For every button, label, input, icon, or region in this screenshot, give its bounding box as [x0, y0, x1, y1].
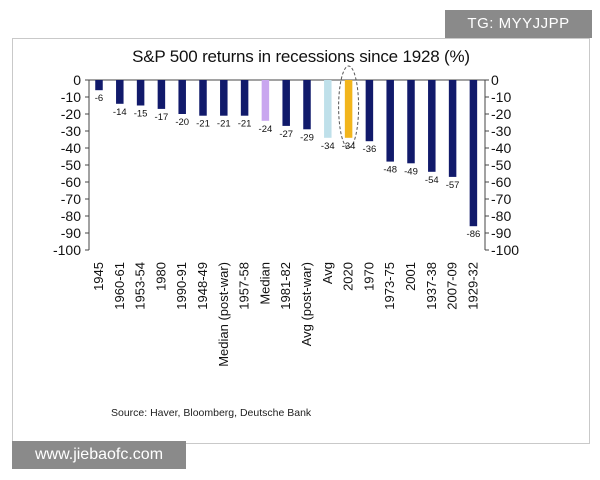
bar: [220, 80, 228, 116]
y-tick-label-right: -90: [491, 225, 511, 241]
chart-title: S&P 500 returns in recessions since 1928…: [132, 47, 470, 66]
bar-value-label: -29: [300, 132, 314, 143]
bar: [178, 80, 186, 114]
bar-value-label: -15: [134, 109, 148, 120]
y-tick-label-left: -80: [61, 208, 81, 224]
bar: [261, 80, 270, 121]
bar: [386, 80, 394, 162]
category-label: 1970: [361, 262, 376, 291]
category-label: 1929-32: [465, 262, 480, 310]
bar: [428, 80, 436, 172]
y-tick-label-right: -10: [491, 89, 511, 105]
highlight-ring: [338, 65, 360, 149]
bar: [344, 80, 353, 138]
bar-value-label: -48: [383, 165, 397, 176]
watermark-top: TG: MYYJJPP: [445, 10, 592, 38]
category-label: Median: [257, 262, 272, 305]
chart-frame: S&P 500 returns in recessions since 1928…: [12, 38, 590, 444]
y-tick-label-right: -80: [491, 208, 511, 224]
y-tick-label-left: -10: [61, 89, 81, 105]
y-tick-label-left: -20: [61, 106, 81, 122]
y-tick-label-left: -60: [61, 174, 81, 190]
bar: [136, 80, 145, 106]
y-tick-label-left: -100: [53, 242, 81, 258]
y-tick-label-right: -20: [491, 106, 511, 122]
y-tick-label-left: -70: [61, 191, 81, 207]
category-label: 1980: [153, 262, 168, 291]
bar-value-label: -6: [95, 93, 103, 104]
bar: [240, 80, 249, 116]
category-label: 2020: [341, 262, 356, 291]
bar: [95, 80, 103, 91]
category-label: Avg: [320, 262, 335, 284]
bar-value-label: -54: [425, 175, 439, 186]
bar-value-label: -86: [467, 229, 481, 240]
category-label: 1973-75: [382, 262, 397, 310]
category-label: Avg (post-war): [299, 262, 314, 346]
bar: [448, 80, 457, 177]
y-tick-label-left: -50: [61, 157, 81, 173]
bar: [469, 80, 478, 227]
y-tick-label-right: -30: [491, 123, 511, 139]
category-label: Median (post-war): [216, 262, 231, 367]
category-label: 1953-54: [133, 262, 148, 310]
category-label: 2001: [403, 262, 418, 291]
bar-value-label: -20: [175, 117, 189, 128]
y-tick-label-right: -60: [491, 174, 511, 190]
watermark-bottom: www.jiebaofc.com: [12, 441, 186, 469]
bar-value-label: -24: [259, 124, 273, 135]
bar: [199, 80, 207, 116]
y-tick-label-left: -90: [61, 225, 81, 241]
bar: [365, 80, 374, 142]
bar: [282, 80, 290, 126]
bar-value-label: -27: [279, 129, 293, 140]
category-label: 1957-58: [237, 262, 252, 310]
bar-value-label: -21: [217, 119, 231, 130]
bar: [324, 80, 332, 138]
bar: [407, 80, 415, 164]
bar: [116, 80, 124, 104]
y-tick-label-right: -70: [491, 191, 511, 207]
category-label: 1960-61: [112, 262, 127, 310]
category-label: 1990-91: [174, 262, 189, 310]
y-tick-label-right: -100: [491, 242, 519, 258]
category-label: 1981-82: [278, 262, 293, 310]
bar-value-label: -21: [196, 119, 210, 130]
y-tick-label-right: -50: [491, 157, 511, 173]
y-tick-label-left: -40: [61, 140, 81, 156]
category-label: 1937-38: [424, 262, 439, 310]
bar-value-label: -34: [321, 141, 335, 152]
bar-value-label: -57: [446, 180, 460, 191]
bar-value-label: -34: [342, 141, 356, 152]
bar-value-label: -17: [155, 112, 169, 123]
bar-value-label: -49: [404, 166, 418, 177]
bar-chart: 0 0-10 -10-20 -20-30 -30-40 -40-50 -50-60 -60-7…: [53, 65, 519, 367]
category-label: 1945: [91, 262, 106, 291]
y-tick-label-left: 0: [73, 72, 81, 88]
bar-value-label: -14: [113, 107, 127, 118]
category-label: 1948-49: [195, 262, 210, 310]
bar-value-label: -36: [363, 144, 377, 155]
bar-value-label: -21: [238, 119, 252, 130]
y-tick-label-left: -30: [61, 123, 81, 139]
source-note: Source: Haver, Bloomberg, Deutsche Bank: [111, 407, 312, 419]
y-tick-label-right: -40: [491, 140, 511, 156]
bar: [303, 80, 311, 130]
bar: [157, 80, 166, 109]
category-label: 2007-09: [445, 262, 460, 310]
y-tick-label-right: 0: [491, 72, 499, 88]
